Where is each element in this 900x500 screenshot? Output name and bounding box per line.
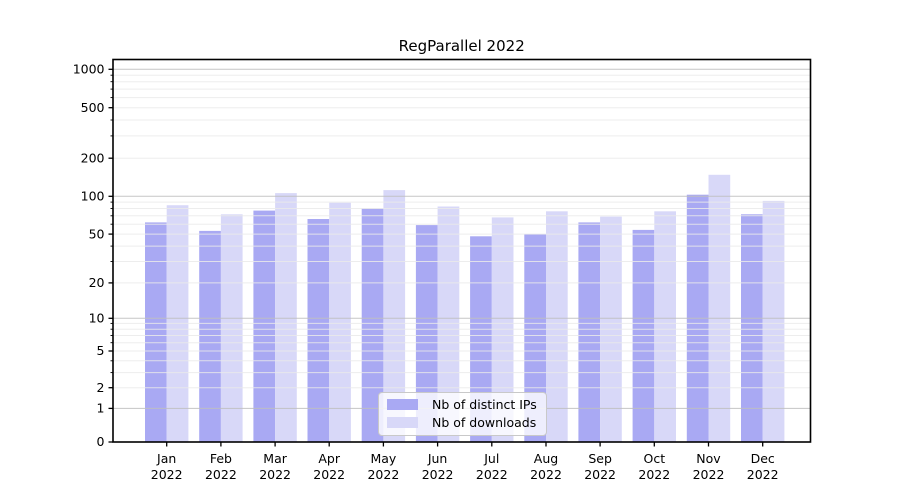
gridlines-layer <box>113 68 811 409</box>
x-tick-label-month-jun: Jun <box>427 451 448 466</box>
y-tick-label-20: 20 <box>89 275 105 290</box>
legend-item-downloads: Nb of downloads <box>387 416 537 429</box>
bar-nb-of-downloads-dec <box>762 200 785 442</box>
x-tick-label-year-apr: 2022 <box>313 467 345 482</box>
y-tick-label-10: 10 <box>89 311 105 326</box>
y-tick-label-2: 2 <box>97 380 105 395</box>
bar-nb-of-downloads-nov <box>708 174 731 443</box>
x-tick-label-year-jul: 2022 <box>476 467 508 482</box>
legend-label-distinct-ips: Nb of distinct IPs <box>432 397 537 412</box>
y-tick-label-0: 0 <box>97 434 105 449</box>
bar-nb-of-distinct-ips-aug <box>524 234 546 442</box>
bar-nb-of-distinct-ips-feb <box>199 230 221 442</box>
x-tick-label-year-jan: 2022 <box>151 467 183 482</box>
x-tick-label-month-sep: Sep <box>588 451 612 466</box>
bar-nb-of-distinct-ips-dec <box>741 214 763 442</box>
x-tick-label-year-nov: 2022 <box>693 467 725 482</box>
plot-border <box>112 58 812 443</box>
x-tick-label-year-aug: 2022 <box>530 467 562 482</box>
x-tick-label-month-nov: Nov <box>696 451 721 466</box>
legend-item-distinct-ips: Nb of distinct IPs <box>387 398 537 411</box>
x-tick-label-year-mar: 2022 <box>259 467 291 482</box>
bar-nb-of-downloads-oct <box>654 211 676 442</box>
x-tick-label-year-oct: 2022 <box>638 467 670 482</box>
x-tick-label-year-may: 2022 <box>367 467 399 482</box>
y-tick-label-5: 5 <box>97 343 105 358</box>
bar-nb-of-distinct-ips-may <box>361 208 384 442</box>
x-tick-label-month-jan: Jan <box>156 451 176 466</box>
x-tick-label-year-feb: 2022 <box>205 467 237 482</box>
axes-layer: 01251020501002005001000Jan2022Feb2022Mar… <box>73 58 812 482</box>
bar-nb-of-distinct-ips-jul <box>470 236 492 442</box>
legend-label-downloads: Nb of downloads <box>432 415 537 430</box>
x-tick-label-month-feb: Feb <box>210 451 232 466</box>
bar-nb-of-distinct-ips-mar <box>253 210 276 442</box>
legend-swatch-distinct-ips <box>387 399 418 410</box>
legend: Nb of distinct IPs Nb of downloads <box>378 392 547 436</box>
x-tick-label-month-aug: Aug <box>534 451 558 466</box>
x-tick-label-month-apr: Apr <box>318 451 340 466</box>
x-tick-label-month-oct: Oct <box>643 451 665 466</box>
y-tick-label-500: 500 <box>81 100 105 115</box>
bar-nb-of-distinct-ips-apr <box>307 219 330 442</box>
x-tick-label-month-mar: Mar <box>263 451 287 466</box>
bar-nb-of-downloads-mar <box>275 193 297 442</box>
x-tick-label-year-jun: 2022 <box>422 467 454 482</box>
bar-nb-of-downloads-aug <box>546 211 568 442</box>
bar-nb-of-downloads-jun <box>437 206 460 442</box>
bar-nb-of-distinct-ips-sep <box>578 222 601 442</box>
legend-swatch-downloads <box>387 417 418 428</box>
x-tick-label-year-sep: 2022 <box>584 467 616 482</box>
bar-nb-of-downloads-feb <box>220 214 243 442</box>
y-tick-label-1: 1 <box>97 401 105 416</box>
x-tick-label-month-may: May <box>370 451 396 466</box>
bar-nb-of-downloads-may <box>383 190 406 442</box>
y-tick-label-100: 100 <box>81 189 105 204</box>
x-tick-label-month-jul: Jul <box>483 451 499 466</box>
bar-nb-of-downloads-apr <box>329 202 351 442</box>
chart-title: RegParallel 2022 <box>399 37 525 55</box>
bar-nb-of-distinct-ips-jan <box>145 222 167 442</box>
y-tick-label-50: 50 <box>89 226 105 241</box>
y-tick-label-200: 200 <box>81 150 105 165</box>
y-tick-label-1000: 1000 <box>73 62 105 77</box>
x-tick-label-year-dec: 2022 <box>747 467 779 482</box>
x-tick-label-month-dec: Dec <box>751 451 775 466</box>
